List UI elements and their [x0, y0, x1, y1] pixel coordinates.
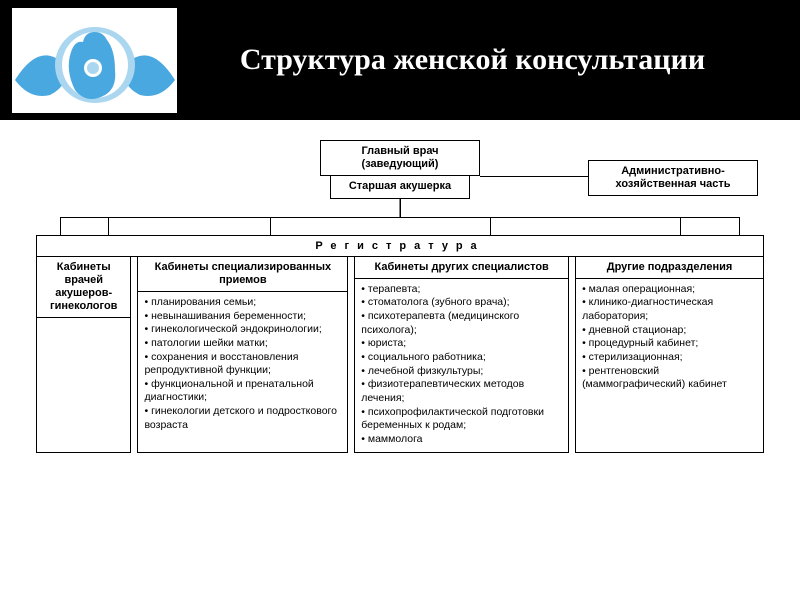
column-0: Кабинеты врачей акушеров-гинекологов [36, 256, 131, 454]
top-stack: Главный врач (заведующий) Старшая акушер… [320, 140, 480, 199]
connector-line [400, 199, 401, 217]
connector-line [490, 217, 491, 235]
top-row: Главный врач (заведующий) Старшая акушер… [30, 140, 770, 199]
list-item: клинико-диагностическая лаборатория; [582, 296, 757, 323]
list-item: гинекологической эндокринологии; [144, 323, 341, 337]
node-senior-midwife: Старшая акушерка [330, 175, 470, 198]
list-item: сохранения и восстановления репродуктивн… [144, 351, 341, 378]
header-bar: Структура женской консультации [0, 0, 800, 120]
org-chart: Главный врач (заведующий) Старшая акушер… [30, 140, 770, 453]
connector-line [680, 217, 681, 235]
node-registratura: Регистратура [36, 235, 764, 257]
connector-line [60, 217, 61, 235]
connector-line [480, 176, 588, 177]
column-body: малая операционная; клинико-диагностичес… [576, 279, 763, 398]
item-list: малая операционная; клинико-диагностичес… [582, 283, 757, 392]
list-item: невынашивания беременности; [144, 310, 341, 324]
item-list: планирования семьи; невынашивания береме… [144, 296, 341, 432]
column-3: Другие подразделения малая операционная;… [575, 256, 764, 454]
list-item: процедурный кабинет; [582, 337, 757, 351]
mother-child-logo-icon [15, 10, 175, 110]
connector-line [739, 217, 740, 235]
list-item: психотерапевта (медицинского психолога); [361, 310, 562, 337]
column-body: планирования семьи; невынашивания береме… [138, 292, 347, 438]
column-header: Кабинеты врачей акушеров-гинекологов [37, 257, 130, 319]
list-item: психопрофилактической подготовки беремен… [361, 406, 562, 433]
list-item: дневной стационар; [582, 324, 757, 338]
column-header: Другие подразделения [576, 257, 763, 279]
item-list: терапевта; стоматолога (зубного врача); … [361, 283, 562, 447]
column-header: Кабинеты других специалистов [355, 257, 568, 279]
list-item: функциональной и пренатальной диагностик… [144, 378, 341, 405]
connector-line [270, 217, 271, 235]
logo-container [12, 8, 177, 113]
diagram-area: Главный врач (заведующий) Старшая акушер… [0, 120, 800, 463]
list-item: планирования семьи; [144, 296, 341, 310]
list-item: патологии шейки матки; [144, 337, 341, 351]
list-item: юриста; [361, 337, 562, 351]
list-item: стоматолога (зубного врача); [361, 296, 562, 310]
connector-line [60, 217, 740, 218]
column-body: терапевта; стоматолога (зубного врача); … [355, 279, 568, 453]
page-title: Структура женской консультации [177, 41, 788, 79]
list-item: гинекологии детского и подросткового воз… [144, 405, 341, 432]
admin-wrap: Административно-хозяйственная часть [588, 160, 758, 196]
node-admin: Административно-хозяйственная часть [588, 160, 758, 196]
list-item: терапевта; [361, 283, 562, 297]
column-1: Кабинеты специализированных приемов план… [137, 256, 348, 454]
connector-line [108, 217, 109, 235]
column-header: Кабинеты специализированных приемов [138, 257, 347, 292]
list-item: рентгеновский (маммографический) кабинет [582, 365, 757, 392]
list-item: маммолога [361, 433, 562, 447]
list-item: социального работника; [361, 351, 562, 365]
list-item: физиотерапевтических методов лечения; [361, 378, 562, 405]
list-item: лечебной физкультуры; [361, 365, 562, 379]
column-2: Кабинеты других специалистов терапевта; … [354, 256, 569, 454]
list-item: малая операционная; [582, 283, 757, 297]
list-item: стерилизационная; [582, 351, 757, 365]
reg-connector [60, 217, 740, 235]
node-chief-doctor: Главный врач (заведующий) [320, 140, 480, 176]
columns-row: Кабинеты врачей акушеров-гинекологов Каб… [36, 256, 764, 454]
